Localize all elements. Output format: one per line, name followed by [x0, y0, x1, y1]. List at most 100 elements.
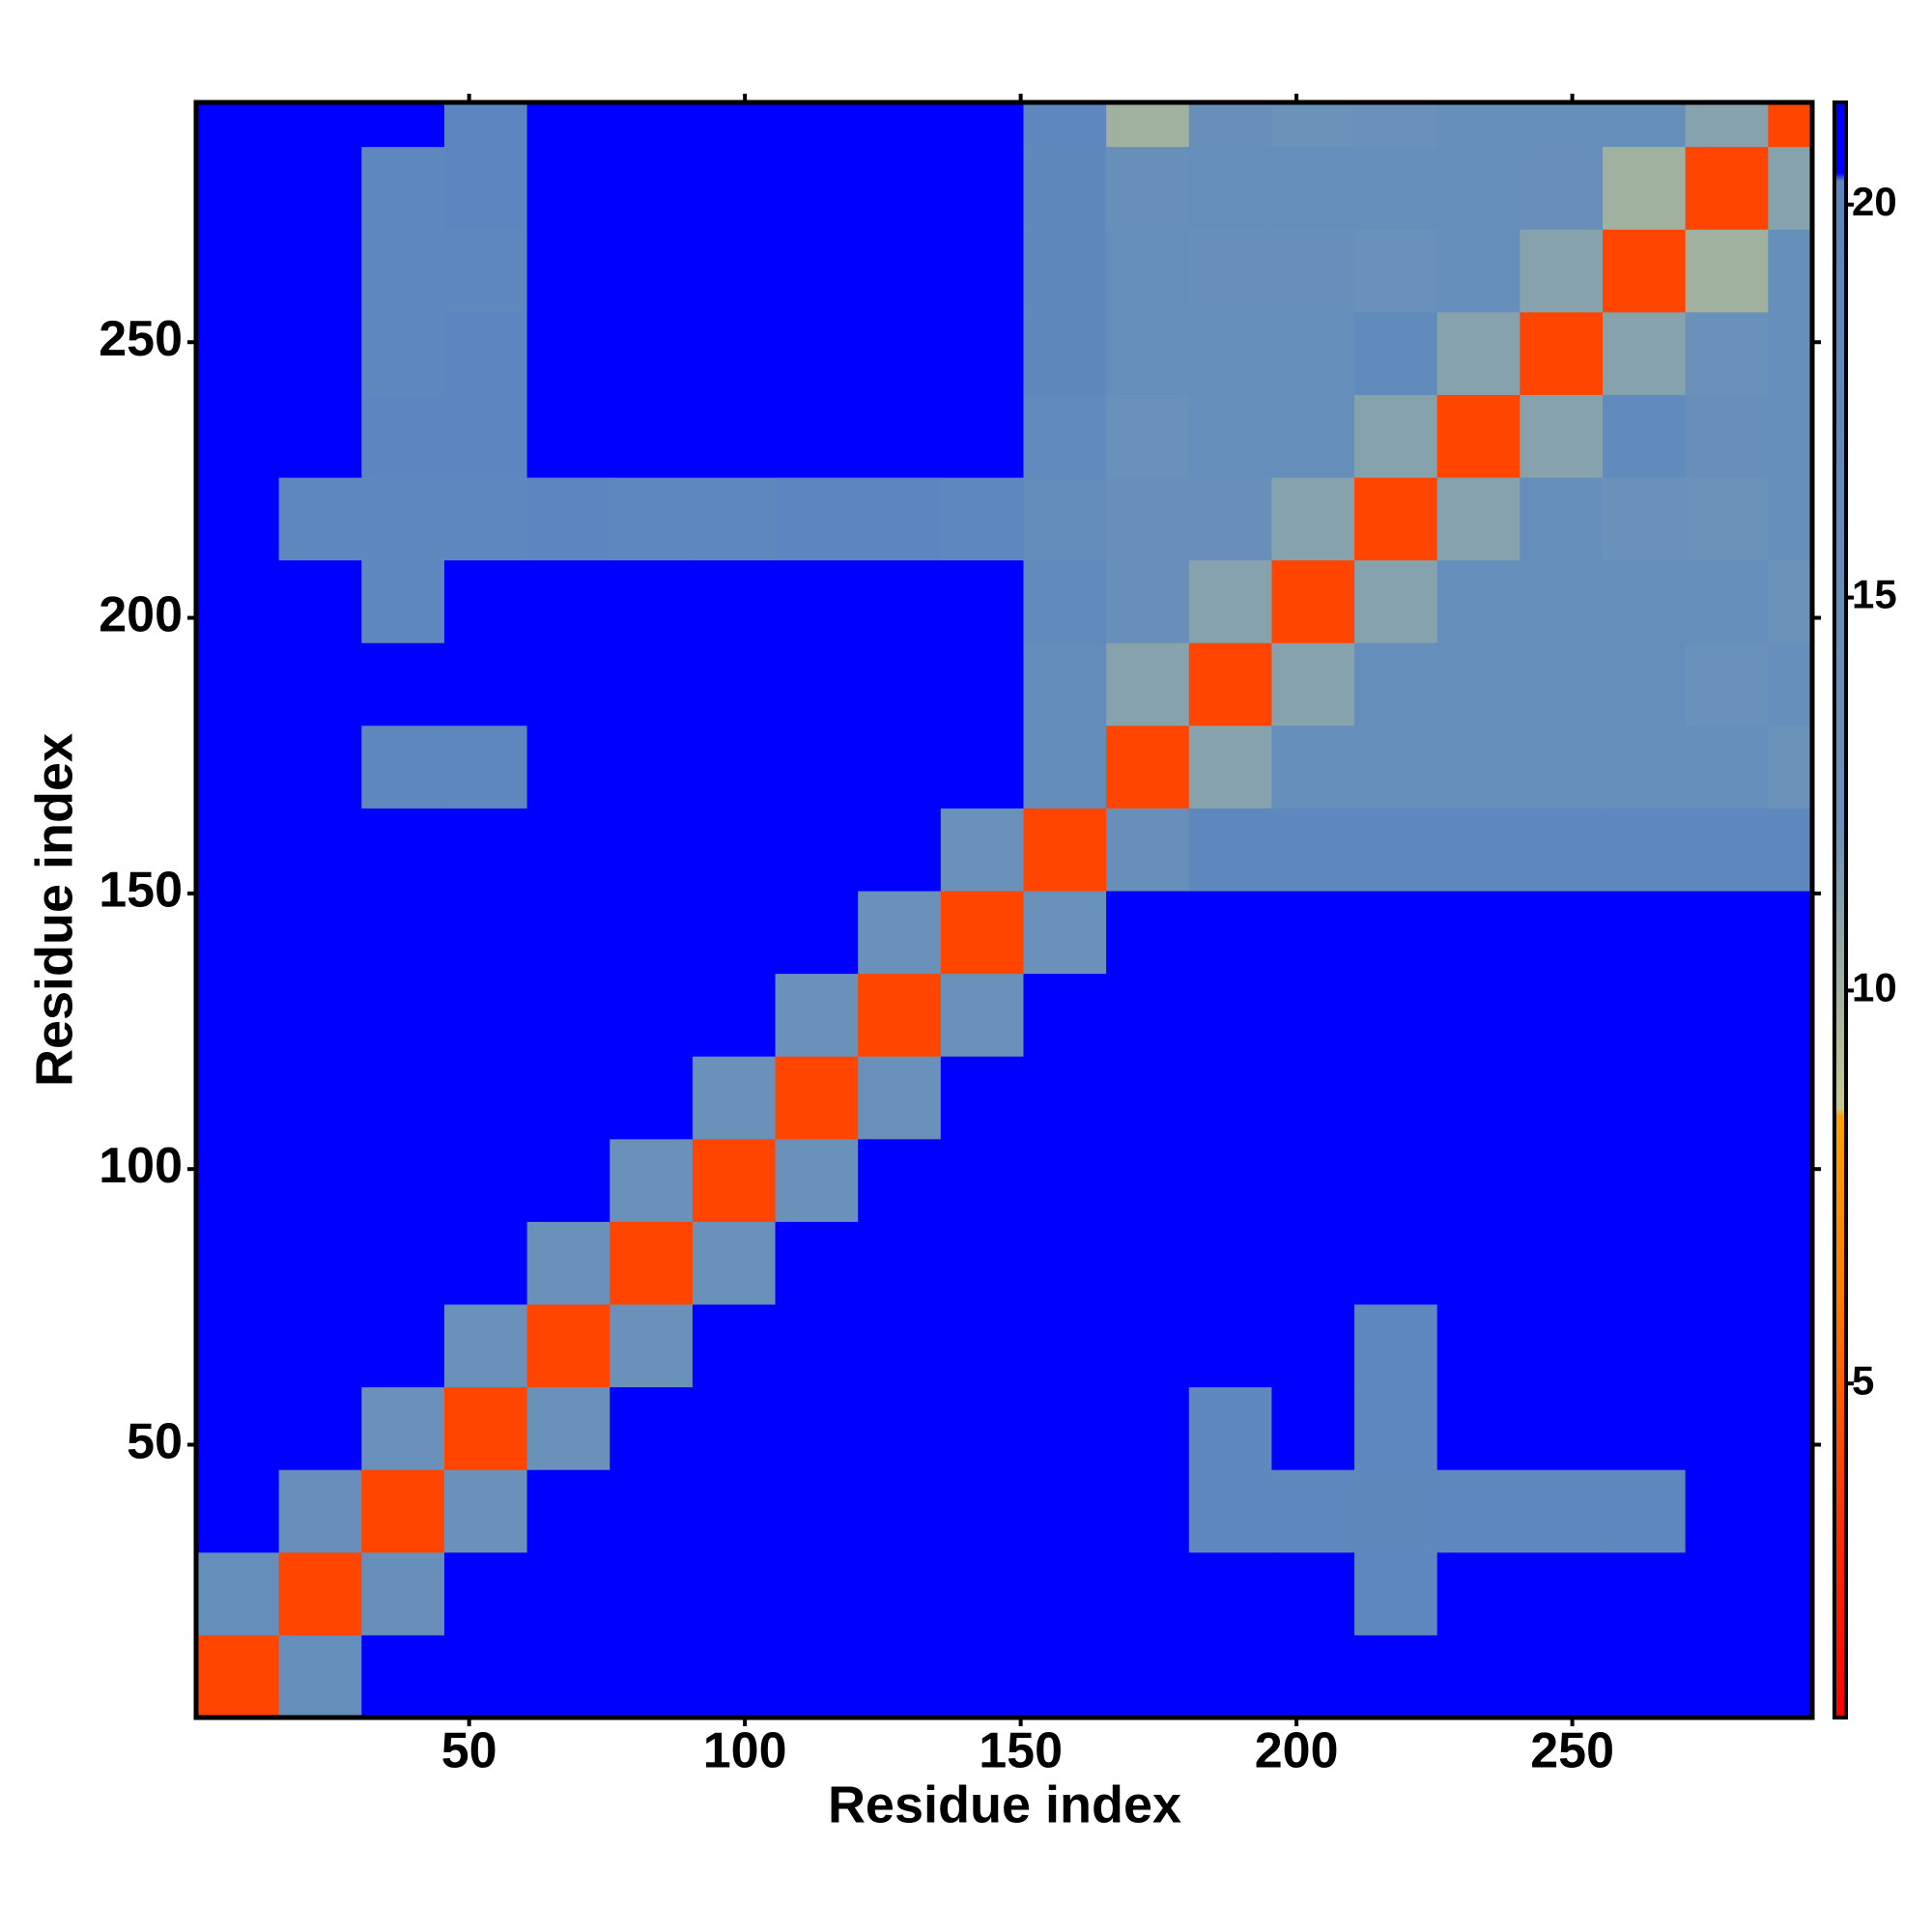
heatmap-cell: [610, 229, 694, 313]
heatmap-cell: [610, 1551, 694, 1635]
heatmap-cell: [775, 808, 859, 892]
heatmap-cell: [858, 394, 942, 478]
heatmap-cell: [1603, 1469, 1687, 1553]
heatmap-cell: [692, 724, 777, 809]
heatmap-cell: [1768, 1469, 1813, 1553]
heatmap-cell: [610, 1469, 694, 1553]
heatmap-cell: [1354, 1304, 1438, 1388]
heatmap-cell: [692, 477, 777, 561]
heatmap-cell: [278, 724, 362, 809]
heatmap-cell: [196, 1551, 280, 1635]
heatmap-cell: [1603, 808, 1687, 892]
heatmap-cell: [1768, 311, 1813, 395]
heatmap-cell: [1768, 559, 1813, 643]
heatmap-cell: [278, 311, 362, 395]
heatmap-cell: [278, 146, 362, 230]
heatmap-cell: [1768, 1221, 1813, 1305]
heatmap-cell: [443, 1469, 528, 1553]
heatmap-cell: [443, 1221, 528, 1305]
heatmap-cell: [1520, 1386, 1604, 1470]
heatmap-cell: [775, 1221, 859, 1305]
heatmap-cell: [526, 891, 611, 975]
heatmap-cell: [361, 1304, 445, 1388]
heatmap-cell: [1106, 1469, 1190, 1553]
heatmap-cell: [361, 311, 445, 395]
heatmap-cell: [526, 146, 611, 230]
heatmap-cell: [692, 102, 777, 148]
heatmap-cell: [1188, 724, 1272, 809]
heatmap-cell: [1106, 146, 1190, 230]
heatmap-cell: [1603, 1221, 1687, 1305]
heatmap-cell: [1436, 1551, 1520, 1635]
heatmap-cell: [278, 642, 362, 726]
heatmap-cell: [1768, 229, 1813, 313]
heatmap-cell: [858, 102, 942, 148]
heatmap-cell: [361, 1551, 445, 1635]
heatmap-cell: [196, 1056, 280, 1140]
heatmap-cell: [1023, 477, 1107, 561]
heatmap-cell: [1271, 146, 1355, 230]
heatmap-cell: [610, 1304, 694, 1388]
heatmap-cell: [196, 1386, 280, 1470]
heatmap-cell: [858, 146, 942, 230]
heatmap-cell: [1436, 1221, 1520, 1305]
heatmap-cell: [1685, 1056, 1769, 1140]
heatmap-cell: [443, 146, 528, 230]
heatmap-cell: [692, 229, 777, 313]
heatmap-cell: [1520, 1056, 1604, 1140]
heatmap-cell: [1685, 394, 1769, 478]
heatmap-cell: [940, 394, 1024, 478]
heatmap-cell: [1188, 1056, 1272, 1140]
heatmap-cell: [940, 146, 1024, 230]
heatmap-cell: [1520, 642, 1604, 726]
heatmap-cell: [940, 1469, 1024, 1553]
colorbar-tick-label: 5: [1852, 1357, 1874, 1403]
heatmap-cell: [1436, 559, 1520, 643]
heatmap-cell: [361, 1634, 445, 1719]
heatmap-cell: [692, 311, 777, 395]
heatmap-cell: [361, 891, 445, 975]
heatmap-cell: [361, 1221, 445, 1305]
heatmap-cell: [196, 477, 280, 561]
heatmap-cell: [1023, 1138, 1107, 1222]
heatmap-cell: [858, 1221, 942, 1305]
heatmap-cell: [610, 642, 694, 726]
heatmap-cell: [1271, 808, 1355, 892]
heatmap-cell: [361, 808, 445, 892]
heatmap-cell: [858, 1138, 942, 1222]
heatmap-cell: [361, 724, 445, 809]
heatmap-cell: [1106, 394, 1190, 478]
y-tick-label: 250: [99, 311, 183, 367]
heatmap-cell: [278, 1221, 362, 1305]
heatmap-cell: [940, 1634, 1024, 1719]
heatmap-cell: [1685, 1221, 1769, 1305]
heatmap-cell: [610, 394, 694, 478]
heatmap-cell: [858, 1386, 942, 1470]
heatmap-cell: [775, 394, 859, 478]
heatmap-cell: [1023, 559, 1107, 643]
heatmap-cell: [940, 724, 1024, 809]
heatmap-cell: [1271, 394, 1355, 478]
heatmap-cell: [196, 102, 280, 148]
heatmap-cell: [1354, 1138, 1438, 1222]
heatmap-cell: [610, 891, 694, 975]
heatmap-cell: [1603, 1304, 1687, 1388]
heatmap-cell: [692, 1551, 777, 1635]
colorbar: [1833, 100, 1848, 1719]
heatmap-cell: [1768, 808, 1813, 892]
heatmap-cell: [1768, 1386, 1813, 1470]
heatmap-cell: [1436, 1056, 1520, 1140]
heatmap-cell: [1436, 1138, 1520, 1222]
heatmap-cell: [1023, 394, 1107, 478]
heatmap-cell: [1768, 891, 1813, 975]
heatmap-cell: [610, 1386, 694, 1470]
heatmap-cell: [1520, 477, 1604, 561]
heatmap-cell: [1685, 1304, 1769, 1388]
heatmap-cell: [278, 394, 362, 478]
heatmap-cell: [775, 1304, 859, 1388]
heatmap-cell: [1106, 1138, 1190, 1222]
heatmap-cell: [1106, 102, 1190, 148]
heatmap-cell: [610, 102, 694, 148]
heatmap-cell: [1188, 229, 1272, 313]
heatmap-cell: [1685, 559, 1769, 643]
